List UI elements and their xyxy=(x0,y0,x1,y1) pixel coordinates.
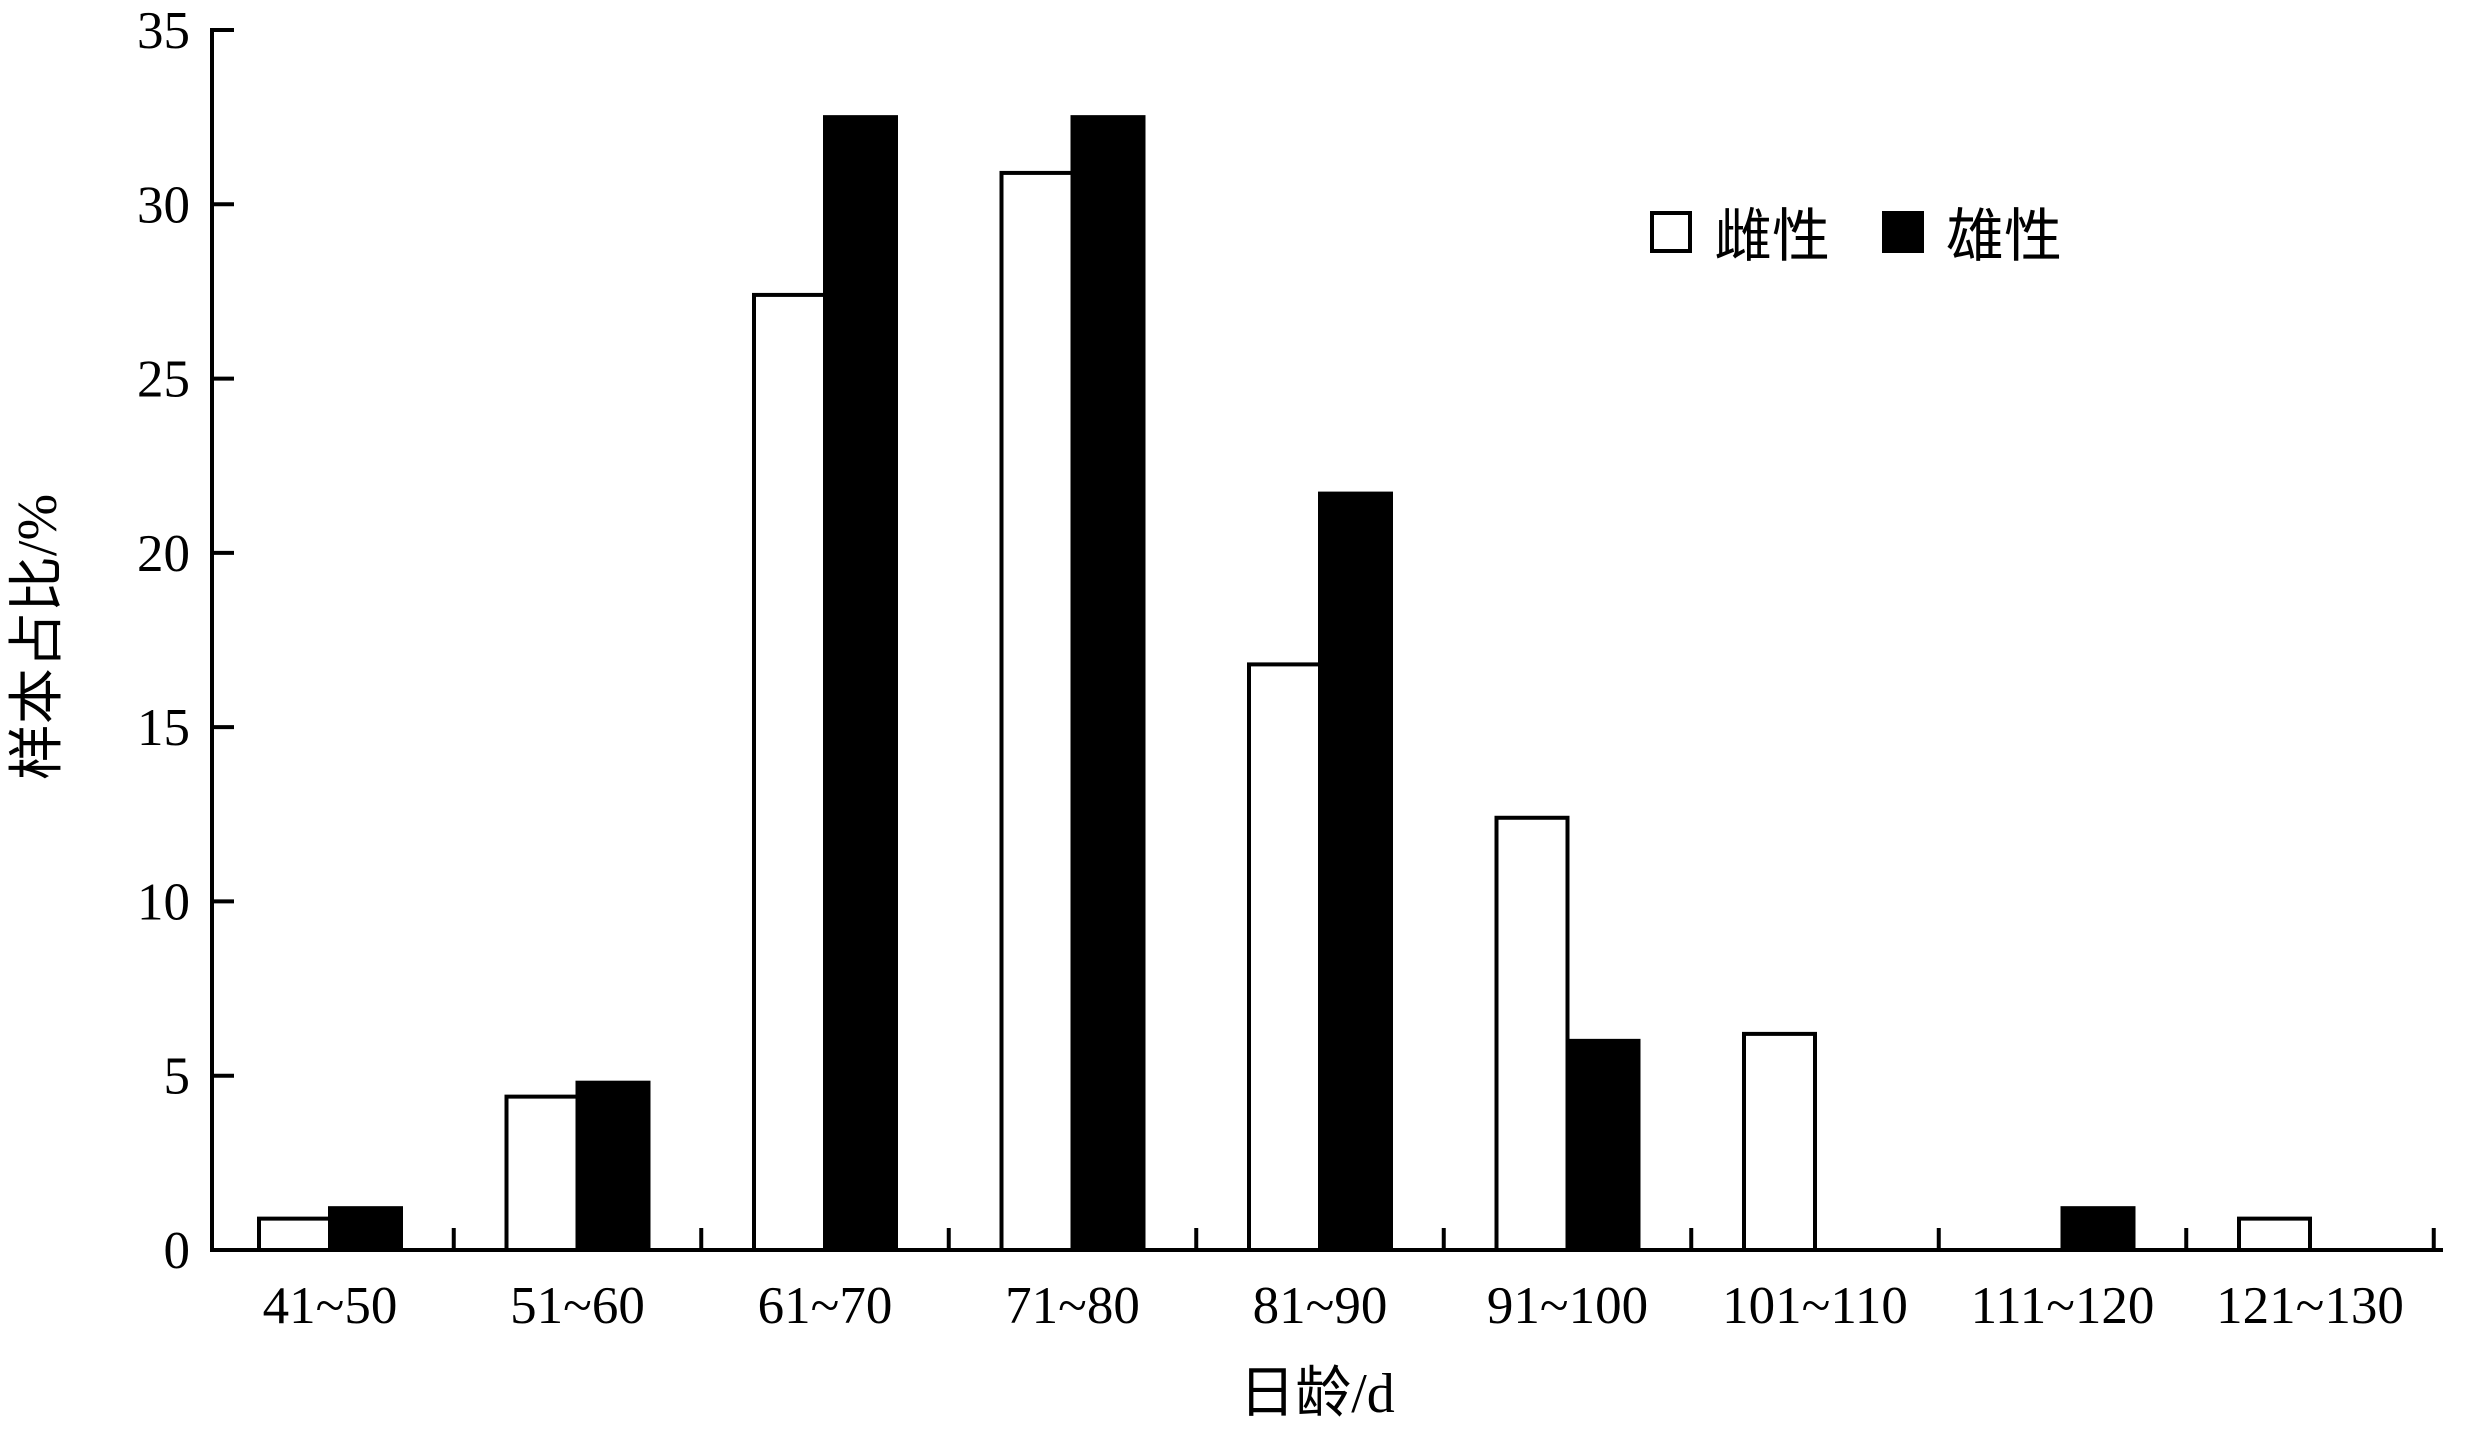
x-tick-label: 51~60 xyxy=(510,1277,645,1335)
bar-female-91~100 xyxy=(1494,815,1570,1252)
x-tick-label: 61~70 xyxy=(758,1277,893,1335)
bar-female-61~70 xyxy=(752,292,827,1252)
x-tick-label: 41~50 xyxy=(263,1277,398,1335)
legend-label-female: 雌性 xyxy=(1714,204,1830,269)
bar-male-91~100 xyxy=(1565,1038,1641,1253)
x-tick-label: 71~80 xyxy=(1005,1277,1140,1335)
ticks-layer: 0 5 10 15 20 25 30 35 41~50 51~60 61~70 71~80 81~90 9… xyxy=(137,2,2436,1335)
bar-female-121~130 xyxy=(2237,1216,2312,1252)
bar-male-61~70 xyxy=(823,115,898,1253)
x-tick-label: 101~110 xyxy=(1722,1277,1908,1335)
bar-female-41~50 xyxy=(257,1216,332,1252)
bar-male-71~80 xyxy=(1070,115,1146,1253)
bar-female-71~80 xyxy=(999,170,1075,1252)
legend-swatch-female xyxy=(1650,211,1692,253)
x-tick-label: 91~100 xyxy=(1487,1277,1648,1335)
y-axis-title: 样本占比/% xyxy=(7,494,69,780)
legend-label-male: 雄性 xyxy=(1946,204,2062,269)
y-tick-label: 10 xyxy=(137,873,190,931)
bar-male-81~90 xyxy=(1318,491,1393,1253)
y-tick-label: 15 xyxy=(137,699,190,757)
y-tick-label: 30 xyxy=(137,176,190,234)
bar-male-111~120 xyxy=(2060,1206,2136,1252)
bar-female-51~60 xyxy=(504,1094,580,1252)
x-tick-label: 111~120 xyxy=(1971,1277,2155,1335)
y-tick-label: 5 xyxy=(164,1048,191,1106)
y-tick-label: 0 xyxy=(164,1222,191,1280)
bar-female-81~90 xyxy=(1247,662,1322,1252)
bars-layer xyxy=(257,115,2312,1253)
legend: 雌性 雄性 xyxy=(1650,204,2062,269)
bar-female-101~110 xyxy=(1742,1031,1817,1253)
bar-male-51~60 xyxy=(575,1080,651,1252)
x-axis-title: 日龄/d xyxy=(1239,1363,1395,1425)
y-tick-label: 35 xyxy=(137,2,190,60)
legend-swatch-male xyxy=(1882,211,1924,253)
x-tick-label: 81~90 xyxy=(1253,1277,1388,1335)
x-tick-label: 121~130 xyxy=(2216,1277,2404,1335)
axes-layer xyxy=(210,28,2443,1252)
bar-male-41~50 xyxy=(328,1206,403,1252)
y-tick-label: 20 xyxy=(137,525,190,583)
y-tick-label: 25 xyxy=(137,351,190,409)
